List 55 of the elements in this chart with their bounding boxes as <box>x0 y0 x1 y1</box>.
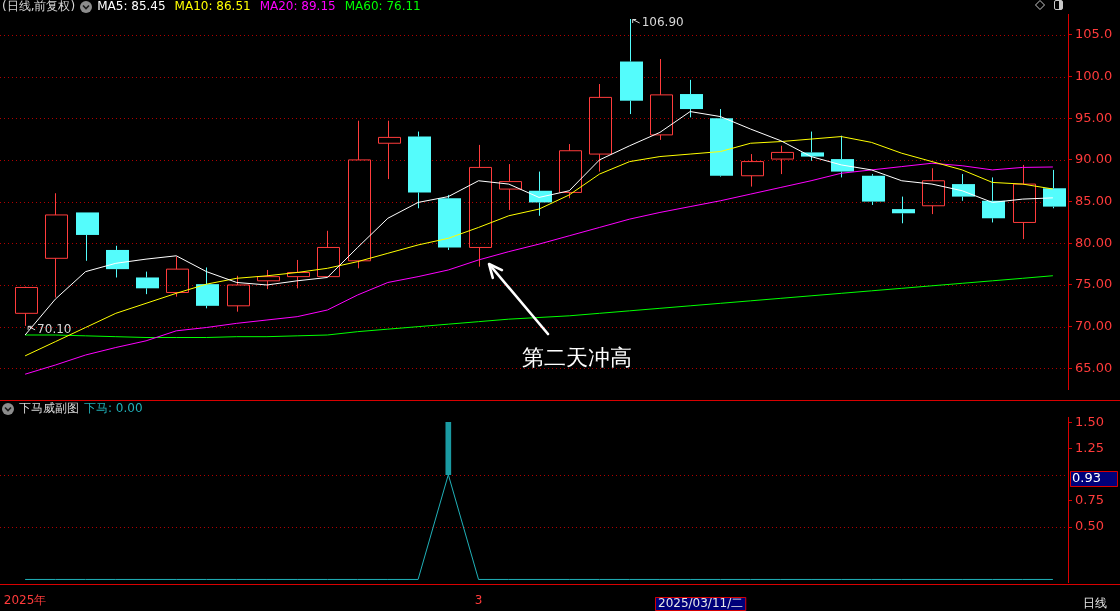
text: MA20: 89.15 <box>259 0 336 13</box>
x-tick-label: 2025年 <box>3 592 47 607</box>
x-tick-label: 3 <box>474 592 483 607</box>
chart-title: 下马威副图 <box>19 401 79 415</box>
candlestick <box>196 266 219 309</box>
candlestick <box>650 58 673 141</box>
annotation: 第二天冲高 <box>522 344 632 370</box>
text: 0.93 <box>1072 470 1101 486</box>
y-tick-label: 80.00 <box>1075 234 1113 250</box>
y-tick-label: 100.0 <box>1075 67 1113 83</box>
candlestick <box>710 108 733 176</box>
y-tick-label: 90.00 <box>1075 151 1113 167</box>
y-tick-label: 75.00 <box>1075 276 1113 292</box>
candlestick <box>469 144 492 268</box>
candlestick <box>15 286 38 327</box>
y-tick-label: 85.00 <box>1075 192 1113 208</box>
candlestick <box>801 131 824 162</box>
y-tick-label: 1.25 <box>1075 439 1104 455</box>
y-tick-label: 0.50 <box>1075 518 1104 534</box>
candlestick <box>741 153 764 188</box>
text: 2025/03/11/二 <box>658 596 744 611</box>
y-tick-label: 65.00 <box>1075 359 1113 375</box>
y-tick-label: 70.00 <box>1075 318 1113 334</box>
candlestick <box>76 212 99 262</box>
y-tick-label: 1.50 <box>1075 413 1104 429</box>
candlestick <box>287 259 310 289</box>
text: MA10: 86.51 <box>174 0 251 13</box>
candlestick <box>106 245 129 278</box>
candlestick <box>892 196 915 224</box>
candlestick <box>1043 169 1066 209</box>
annotation: 106.90 <box>641 15 684 30</box>
candlestick <box>982 176 1005 223</box>
candlestick <box>620 18 643 115</box>
text: MA5: 85.45 <box>97 0 166 13</box>
candlestick <box>1013 164 1036 240</box>
chart-title: (日线,前复权) <box>2 0 76 13</box>
y-tick-label: 95.00 <box>1075 109 1113 125</box>
y-tick-label: 105.0 <box>1075 26 1113 42</box>
candlestick <box>589 83 612 173</box>
text: 日线 <box>1083 596 1107 611</box>
candlestick <box>771 145 794 175</box>
candlestick <box>499 163 522 211</box>
candlestick <box>862 173 885 206</box>
text: 下马: 0.00 <box>84 401 143 415</box>
candlestick <box>348 120 371 269</box>
candlestick <box>378 120 401 180</box>
candlestick <box>136 271 159 295</box>
y-tick-label: 0.75 <box>1075 492 1104 508</box>
candlestick <box>317 230 340 278</box>
candlestick <box>680 79 703 118</box>
candlestick <box>45 192 68 298</box>
candlestick <box>408 131 431 209</box>
candlestick <box>922 167 945 215</box>
text: MA60: 76.11 <box>344 0 421 13</box>
annotation: 70.10 <box>37 321 72 336</box>
